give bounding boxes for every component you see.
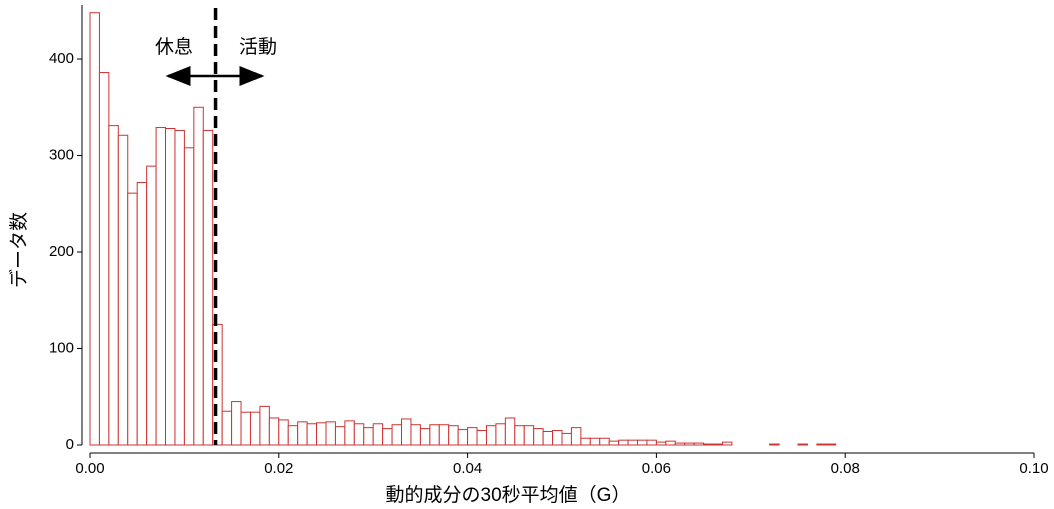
x-axis-label: 動的成分の30秒平均値（G）	[386, 484, 631, 506]
annotation: 休息	[155, 36, 193, 58]
x-tick-label: 0.02	[264, 460, 293, 477]
y-axis-label: データ数	[8, 212, 30, 288]
y-tick-label: 300	[49, 146, 74, 163]
bar	[797, 443, 808, 446]
bar	[589, 437, 601, 446]
bar	[693, 442, 705, 446]
bar	[325, 421, 336, 446]
y-tick-label: 100	[49, 339, 74, 356]
bar	[382, 428, 393, 446]
bar	[599, 437, 610, 446]
bar	[249, 411, 261, 446]
bar	[467, 427, 478, 446]
x-tick-label: 0.04	[453, 460, 482, 477]
bar	[665, 440, 676, 446]
bar	[231, 401, 242, 446]
bar	[580, 437, 591, 446]
bar	[448, 425, 459, 446]
bar	[372, 423, 384, 446]
y-tick-label: 200	[49, 243, 74, 260]
bar	[769, 443, 780, 446]
bar	[98, 72, 110, 446]
bar	[721, 441, 733, 446]
bar	[438, 424, 450, 446]
bar	[334, 426, 346, 446]
bar	[287, 425, 299, 446]
bar	[608, 440, 620, 446]
bar	[127, 192, 138, 446]
bar	[89, 12, 100, 446]
bar	[637, 439, 648, 446]
bar	[504, 417, 516, 446]
bar	[136, 182, 148, 446]
bar	[391, 424, 403, 446]
bar	[618, 439, 629, 446]
bar	[485, 425, 497, 446]
bar	[674, 442, 686, 446]
bar	[514, 425, 525, 446]
x-tick-label: 0.00	[75, 460, 104, 477]
bar	[240, 411, 251, 446]
y-tick-label: 400	[49, 50, 74, 67]
bar	[419, 428, 431, 446]
bar	[429, 424, 440, 446]
bar	[174, 129, 185, 446]
y-tick-label: 0	[66, 436, 74, 453]
bar	[561, 432, 572, 446]
x-tick-label: 0.08	[831, 460, 860, 477]
bar	[703, 443, 714, 446]
bar	[278, 419, 289, 446]
bar	[410, 424, 421, 446]
bar	[457, 429, 469, 446]
bar	[193, 106, 204, 446]
bar	[570, 427, 582, 446]
bar	[316, 422, 327, 446]
bar	[363, 427, 374, 446]
bar	[268, 417, 280, 446]
bar	[165, 128, 176, 446]
bar	[306, 423, 318, 446]
bar	[627, 439, 639, 446]
bar	[646, 439, 657, 446]
bar	[117, 134, 129, 446]
bar	[401, 418, 412, 446]
bar	[552, 430, 563, 446]
bar	[221, 410, 233, 446]
bar	[108, 125, 119, 446]
bar	[297, 421, 308, 446]
bar	[523, 425, 535, 446]
bar	[542, 430, 554, 446]
bar	[816, 443, 827, 446]
bar	[476, 430, 487, 446]
bar	[495, 423, 506, 446]
bar	[684, 442, 695, 446]
bar	[353, 423, 365, 446]
bar	[212, 323, 223, 446]
bar	[533, 428, 544, 446]
bar	[202, 129, 214, 446]
bar	[655, 441, 667, 446]
bar	[344, 420, 355, 446]
annotation: 活動	[239, 36, 277, 58]
x-tick-label: 0.10	[1019, 460, 1048, 477]
bar	[825, 443, 837, 446]
bar	[712, 443, 723, 446]
bar	[259, 405, 270, 446]
bar	[183, 147, 195, 446]
bar	[155, 127, 167, 446]
x-tick-label: 0.06	[642, 460, 671, 477]
bar	[146, 165, 157, 446]
